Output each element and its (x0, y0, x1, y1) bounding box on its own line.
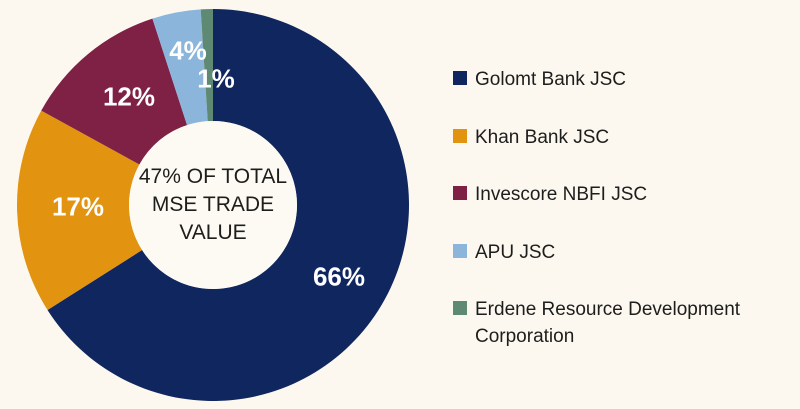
legend-swatch-icon (453, 128, 467, 143)
legend-item: Erdene Resource Development Corporation (453, 296, 785, 350)
legend-label: Golomt Bank JSC (475, 69, 626, 90)
legend-label: Khan Bank JSC (475, 126, 610, 148)
legend-label: Erdene Resource Development Corporation (475, 299, 741, 347)
slice-data-label: 17% (51, 191, 105, 222)
slice-data-label: 66% (312, 261, 366, 292)
slice-data-label: 12% (102, 81, 156, 112)
legend-swatch-icon (453, 186, 467, 200)
legend-swatch-icon (453, 301, 467, 315)
donut-center-label: 47% OF TOTAL MSE TRADE VALUE (129, 121, 297, 289)
pie-slice (16, 110, 143, 311)
legend-swatch-icon (453, 71, 467, 85)
pie-slice (47, 9, 410, 402)
legend-item: APU JSC (453, 239, 785, 266)
center-label-line: MSE TRADE (151, 193, 275, 216)
legend-label: Invescore NBFI JSC (475, 184, 648, 205)
pie-slice (200, 9, 213, 122)
legend-label: APU JSC (475, 241, 556, 263)
center-label-line: VALUE (179, 221, 247, 244)
legend-item: Invescore NBFI JSC (453, 181, 785, 208)
pie-slice (152, 9, 208, 126)
slice-data-label: 4% (169, 35, 207, 66)
legend-swatch-icon (453, 243, 467, 258)
pie-slice (41, 18, 188, 165)
center-label-line: 47% OF TOTAL (138, 165, 288, 188)
legend-item: Golomt Bank JSC (453, 66, 785, 93)
donut-chart (16, 9, 410, 402)
slice-data-label: 1% (197, 63, 235, 94)
legend-item: Khan Bank JSC (453, 124, 785, 151)
